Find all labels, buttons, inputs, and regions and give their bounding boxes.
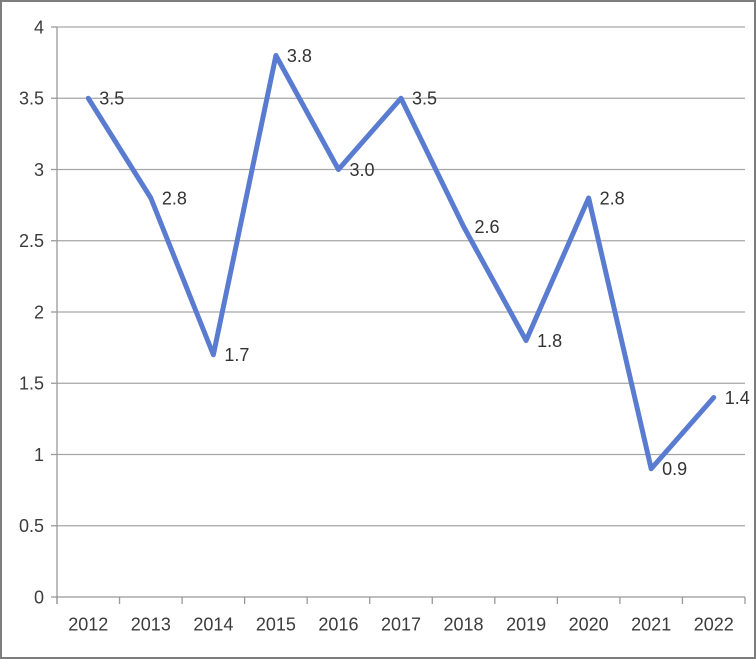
x-axis-label: 2019 [506,614,546,634]
y-axis-label: 4 [34,17,44,37]
data-point-label: 3.5 [412,89,437,109]
y-axis-label: 1 [34,445,44,465]
y-axis-label: 3 [34,160,44,180]
x-axis-label: 2021 [631,614,671,634]
y-axis-label: 0.5 [19,516,44,536]
data-point-label: 2.8 [600,188,625,208]
x-axis-label: 2018 [444,614,484,634]
x-axis-label: 2014 [193,614,233,634]
x-axis-label: 2022 [694,614,734,634]
x-axis-label: 2015 [256,614,296,634]
y-axis-label: 3.5 [19,89,44,109]
data-point-label: 1.8 [537,331,562,351]
x-axis-label: 2012 [68,614,108,634]
y-axis-label: 2.5 [19,231,44,251]
data-point-label: 3.5 [99,89,124,109]
data-point-label: 2.6 [475,217,500,237]
data-point-label: 2.8 [162,188,187,208]
data-point-label: 3.8 [287,46,312,66]
data-point-label: 0.9 [662,459,687,479]
x-axis-label: 2016 [318,614,358,634]
data-series-line [85,53,717,472]
x-axis-label: 2013 [131,614,171,634]
data-point-label: 1.4 [725,388,750,408]
data-point-label: 3.0 [349,160,374,180]
x-axis-label: 2017 [381,614,421,634]
data-point-label: 1.7 [224,345,249,365]
y-axis-label: 2 [34,302,44,322]
x-axis-label: 2020 [569,614,609,634]
y-axis-label: 1.5 [19,374,44,394]
y-axis-label: 0 [34,587,44,607]
